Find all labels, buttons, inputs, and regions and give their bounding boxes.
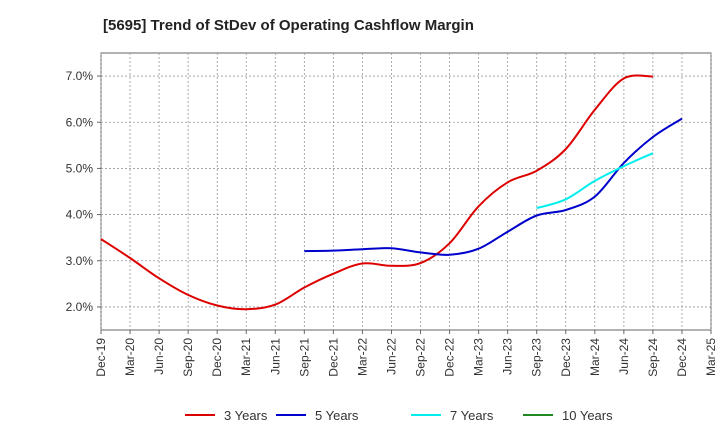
grid-lines — [100, 53, 712, 330]
legend-label-3-years: 3 Years — [224, 408, 268, 423]
x-tick-label: Dec-23 — [559, 338, 573, 377]
x-tick-label: Dec-21 — [326, 338, 340, 377]
x-tick-label: Mar-22 — [355, 338, 369, 376]
x-axis: Dec-19 Mar-20 Jun-20 Sep-20 Dec-20 Mar-21 Jun-… — [94, 330, 718, 377]
x-tick-label: Jun-21 — [268, 338, 282, 375]
legend: 3 Years 5 Years 7 Years 10 Years — [185, 408, 613, 423]
plot-area — [100, 52, 712, 331]
series-line-7-years — [536, 152, 654, 210]
x-tick-label: Mar-21 — [239, 338, 253, 376]
series-lines — [100, 74, 683, 311]
x-tick-label: Sep-22 — [414, 338, 428, 377]
x-tick-label: Jun-20 — [152, 338, 166, 375]
x-tick-label: Sep-21 — [297, 338, 311, 377]
y-axis: 2.0% 3.0% 4.0% 5.0% 6.0% 7.0% — [66, 69, 101, 314]
legend-label-7-years: 7 Years — [450, 408, 494, 423]
y-tick-label: 4.0% — [66, 208, 94, 222]
x-tick-label: Jun-24 — [617, 338, 631, 375]
x-tick-label: Mar-23 — [472, 338, 486, 376]
y-tick-label: 2.0% — [66, 300, 94, 314]
x-tick-label: Mar-20 — [123, 338, 137, 376]
x-tick-label: Dec-22 — [443, 338, 457, 377]
x-tick-label: Jun-23 — [501, 338, 515, 375]
x-tick-label: Dec-24 — [675, 338, 689, 377]
y-tick-label: 6.0% — [66, 115, 94, 129]
series-line-5-years — [304, 117, 683, 256]
x-tick-label: Dec-19 — [94, 338, 108, 377]
y-tick-label: 7.0% — [66, 69, 94, 83]
x-tick-label: Mar-24 — [588, 338, 602, 376]
legend-label-10-years: 10 Years — [562, 408, 613, 423]
x-tick-label: Sep-20 — [181, 338, 195, 377]
chart-title: [5695] Trend of StDev of Operating Cashf… — [103, 17, 474, 34]
y-tick-label: 3.0% — [66, 254, 94, 268]
legend-label-5-years: 5 Years — [315, 408, 359, 423]
series-line-3-years — [100, 74, 653, 311]
x-tick-label: Sep-23 — [530, 338, 544, 377]
x-tick-label: Mar-25 — [704, 338, 718, 376]
x-tick-label: Sep-24 — [646, 338, 660, 377]
y-tick-label: 5.0% — [66, 161, 94, 175]
x-tick-label: Jun-22 — [384, 338, 398, 375]
x-tick-label: Dec-20 — [210, 338, 224, 377]
